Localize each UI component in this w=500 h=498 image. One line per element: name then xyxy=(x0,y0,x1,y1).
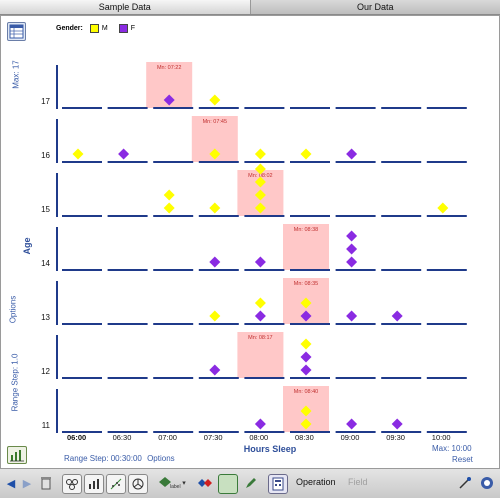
data-point-male xyxy=(164,203,175,214)
data-point-male xyxy=(301,149,312,160)
chart-type-icon[interactable] xyxy=(7,446,27,464)
median-label-12: Mn: 08:17 xyxy=(248,335,272,341)
x-tick-label: 07:30 xyxy=(204,433,223,442)
label-tag-icon[interactable]: label xyxy=(156,474,182,492)
color-points-icon[interactable] xyxy=(196,474,214,492)
x-tick-label: 06:30 xyxy=(113,433,132,442)
x-tick-label: 10:00 xyxy=(432,433,451,442)
median-label-16: Mn: 07:45 xyxy=(203,119,227,125)
data-point-male xyxy=(209,203,220,214)
pencil-icon[interactable] xyxy=(242,474,260,492)
data-point-male xyxy=(209,311,220,322)
data-point-female xyxy=(346,419,357,430)
help-icon[interactable] xyxy=(478,474,496,492)
median-label-14: Mn: 08:38 xyxy=(294,227,318,233)
median-label-17: Mn: 07:22 xyxy=(157,65,181,71)
age-tick-label: 12 xyxy=(41,367,50,376)
range-step-time-label: Range Step: 00:30:00 xyxy=(64,454,142,463)
data-point-female xyxy=(346,257,357,268)
x-tick-label: 07:00 xyxy=(158,433,177,442)
data-point-female xyxy=(392,311,403,322)
group-icon[interactable] xyxy=(62,474,82,494)
data-point-male xyxy=(73,149,84,160)
x-tick-label: 08:30 xyxy=(295,433,314,442)
age-tick-label: 16 xyxy=(41,151,50,160)
y-axis-title: Age xyxy=(22,237,32,254)
data-point-female xyxy=(346,244,357,255)
data-point-female xyxy=(346,149,357,160)
forward-arrow-icon[interactable]: ▶ xyxy=(18,474,36,492)
x-tick-label: 09:00 xyxy=(341,433,360,442)
data-point-female xyxy=(301,352,312,363)
svg-text:label: label xyxy=(170,484,181,490)
data-point-female xyxy=(118,149,129,160)
field-button: Field xyxy=(348,477,368,487)
data-point-male xyxy=(209,95,220,106)
data-point-female xyxy=(209,365,220,376)
bar-chart-icon[interactable] xyxy=(84,474,104,494)
median-label-11: Mn: 08:40 xyxy=(294,389,318,395)
age-tick-label: 17 xyxy=(41,97,50,106)
age-tick-label: 11 xyxy=(42,421,51,430)
age-tick-label: 14 xyxy=(41,259,50,268)
x-tick-label: 09:30 xyxy=(386,433,405,442)
data-point-male xyxy=(437,203,448,214)
data-point-female xyxy=(346,311,357,322)
settings-wand-icon[interactable] xyxy=(456,474,474,492)
box-outline-icon[interactable] xyxy=(218,474,238,494)
x-tick-label: 08:00 xyxy=(249,433,268,442)
bottom-toolbar: ◀ ▶ label ▾ Operation Field xyxy=(0,468,500,498)
age-tick-label: 15 xyxy=(41,205,50,214)
age-options-link[interactable]: Options xyxy=(9,285,18,335)
x-tick-label: 06:00 xyxy=(67,433,86,442)
median-label-13: Mn: 08:35 xyxy=(294,281,318,287)
scatter-plot-icon[interactable] xyxy=(106,474,126,494)
data-point-male xyxy=(255,149,266,160)
calculator-icon[interactable] xyxy=(268,474,288,494)
time-options-link[interactable]: Options xyxy=(147,454,175,463)
x-axis-title: Hours Sleep xyxy=(244,444,297,454)
max-time-label: Max: 10:00 xyxy=(432,444,472,453)
data-point-male xyxy=(164,190,175,201)
range-step-age-label: Range Step: 1.0 xyxy=(11,333,20,433)
reset-link[interactable]: Reset xyxy=(452,455,473,464)
data-point-female xyxy=(255,311,266,322)
max-age-label: Max: 17 xyxy=(12,51,21,99)
data-point-female xyxy=(392,419,403,430)
data-point-male xyxy=(301,339,312,350)
age-tick-label: 13 xyxy=(41,313,50,322)
range-step-time: Range Step: 00:30:00 Options xyxy=(64,454,175,463)
data-point-female xyxy=(255,419,266,430)
pie-chart-icon[interactable] xyxy=(128,474,148,494)
trash-icon[interactable] xyxy=(37,474,55,492)
data-point-female xyxy=(255,257,266,268)
data-point-female xyxy=(346,231,357,242)
dropdown-arrow-icon[interactable]: ▾ xyxy=(180,474,188,492)
data-point-female xyxy=(301,365,312,376)
data-point-male xyxy=(255,298,266,309)
operation-button[interactable]: Operation xyxy=(296,477,336,487)
data-point-female xyxy=(209,257,220,268)
